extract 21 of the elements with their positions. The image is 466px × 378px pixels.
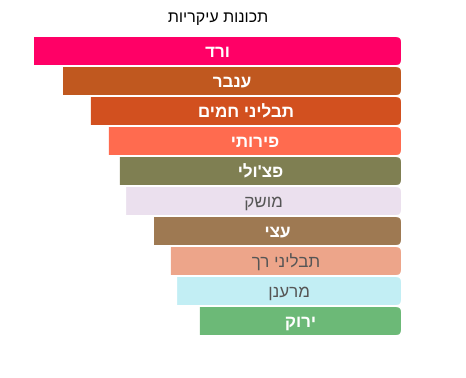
y-tick-label: ענבר — [212, 72, 252, 91]
bar — [154, 217, 401, 245]
y-tick-label: תבליני רך — [252, 252, 320, 271]
y-tick-label: פירותי — [230, 132, 280, 151]
y-tick-label: מושק — [244, 192, 283, 211]
bar — [170, 247, 401, 275]
chart-title: תכונות עיקריות — [168, 9, 268, 26]
bar — [62, 67, 401, 95]
y-tick-label: פצ'ולי — [238, 162, 284, 181]
bar — [200, 307, 401, 335]
y-tick-label: מרענן — [268, 282, 310, 301]
y-tick-label: ירוק — [284, 312, 316, 331]
bar — [120, 157, 401, 185]
bar — [177, 277, 401, 305]
bar — [126, 187, 401, 215]
bar — [34, 37, 401, 65]
y-tick-label: ורד — [205, 42, 230, 61]
y-tick-label: עצי — [264, 222, 291, 241]
y-tick-label: תבליני חמים — [198, 102, 294, 121]
bar — [108, 127, 401, 155]
bar — [90, 97, 401, 125]
